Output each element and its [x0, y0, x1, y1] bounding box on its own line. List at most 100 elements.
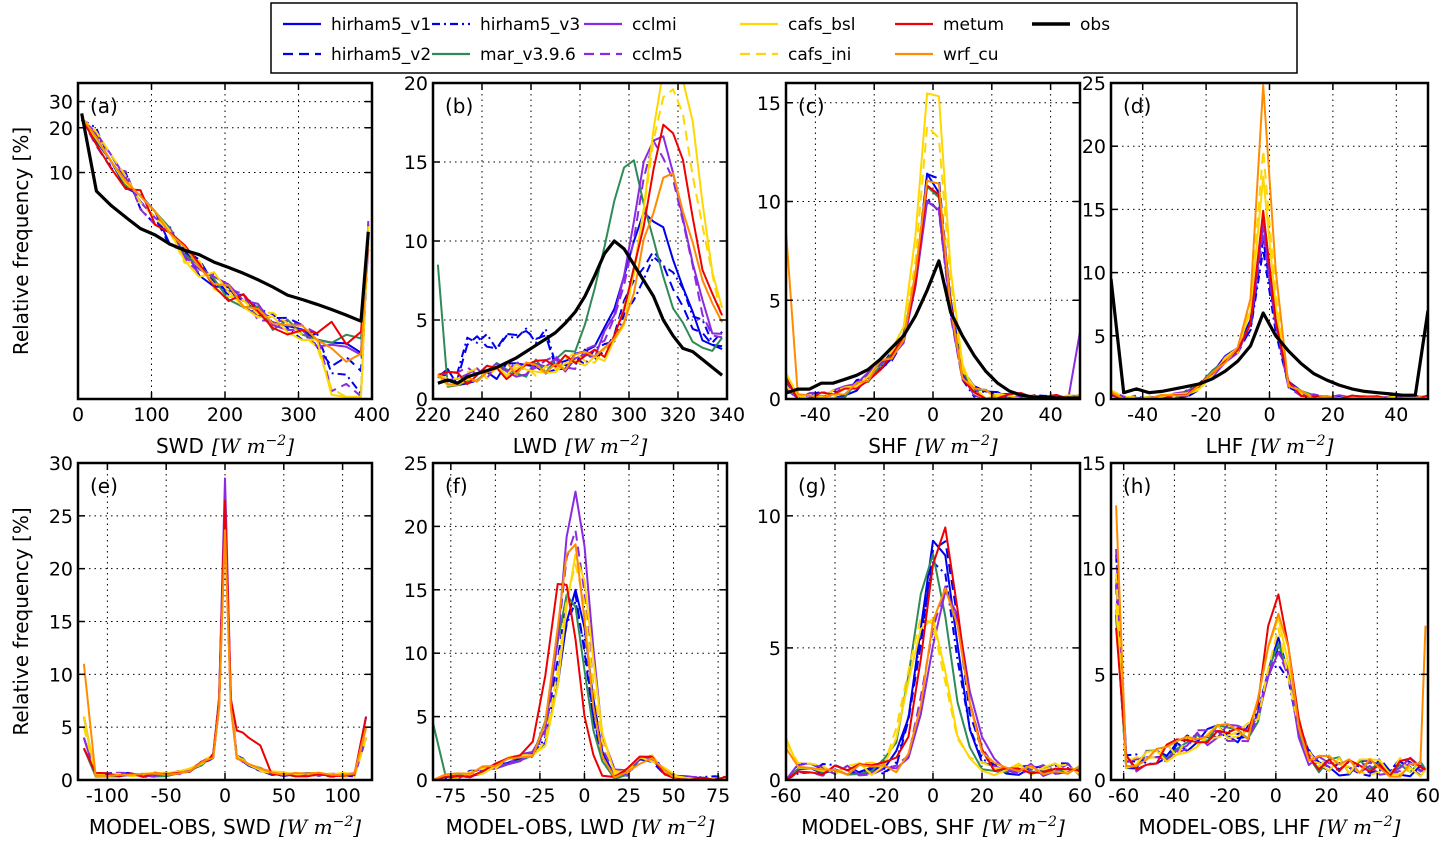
- y-tick-label: 15: [1082, 453, 1106, 475]
- panel-d: -40 -20 0 20 40 0 5 10 15 20 25 (d) LHF [W m−2]: [1082, 73, 1430, 458]
- panel-letter: (h): [1123, 474, 1151, 498]
- legend: hirham5_v1 hirham5_v2 hirham5_v3 mar_v3.9.6…: [270, 2, 1298, 74]
- grid: [786, 463, 1080, 780]
- panel-g: -60 -40 -20 0 20 40 60 0 5 10 (g) MODEL-OBS, SHF [W …: [757, 461, 1092, 839]
- x-axis-quantity: SWD: [156, 434, 204, 458]
- x-tick-label: 280: [562, 404, 598, 426]
- panel-letter: (f): [445, 474, 468, 498]
- x-axis-unit: [W m−2]: [212, 433, 294, 458]
- series-lines: [1115, 505, 1427, 778]
- y-tick-label: 20: [404, 516, 428, 538]
- y-tick-label: 5: [769, 638, 781, 660]
- legend-label-cclm5: cclm5: [632, 45, 683, 65]
- grid: [78, 463, 372, 780]
- x-axis-unit: [W m−2]: [1251, 433, 1333, 458]
- series-hirham5_v3: [1111, 249, 1428, 399]
- x-axis-unit: [W m−2]: [632, 814, 714, 839]
- y-tick-label: 10: [49, 664, 73, 686]
- y-tick-label: 20: [49, 559, 73, 581]
- x-tick-label: 0: [1270, 785, 1282, 807]
- axes-frame: [76, 81, 374, 401]
- x-tick-label: 40: [1019, 785, 1043, 807]
- x-tick-label: 300: [611, 404, 647, 426]
- series-lines: [436, 83, 724, 388]
- x-axis-unit: [W m−2]: [916, 433, 998, 458]
- legend-label-obs: obs: [1080, 15, 1110, 35]
- panel-letter: (e): [90, 474, 118, 498]
- grid: [786, 83, 1080, 399]
- panel-h: -60 -40 -20 0 20 40 60 0 5 10 15 (h) MODEL-OBS, LHF […: [1082, 453, 1440, 839]
- x-axis-label: MODEL-OBS, LHF [W m−2]: [1139, 814, 1401, 839]
- y-tick-label: 5: [61, 717, 73, 739]
- y-tick-label: 0: [1094, 389, 1106, 411]
- x-tick-label: 240: [464, 404, 500, 426]
- x-tick-label: 20: [970, 785, 994, 807]
- series-cafs_ini: [786, 616, 1080, 776]
- x-axis-label: LWD [W m−2]: [513, 433, 648, 458]
- x-axis-quantity: LHF: [1206, 434, 1244, 458]
- y-tick-label: 15: [49, 612, 73, 634]
- x-tick-label: -60: [1108, 785, 1139, 807]
- series-cclmi: [1115, 579, 1426, 776]
- panel-letter: (a): [90, 94, 118, 118]
- x-tick-label: 20: [980, 404, 1004, 426]
- panel-letter: (b): [445, 94, 473, 118]
- x-tick-label: 260: [513, 404, 549, 426]
- grid: [78, 83, 372, 399]
- series-mar_v3.9.6: [433, 593, 727, 780]
- series-hirham5_v3: [81, 118, 370, 395]
- y-tick-label: 15: [404, 152, 428, 174]
- x-tick-label: -75: [435, 785, 466, 807]
- x-tick-label: -50: [151, 785, 182, 807]
- y-tick-label: 20: [404, 73, 428, 95]
- series-lines: [1111, 84, 1428, 399]
- y-tick-label: 20: [1082, 136, 1106, 158]
- series-cafs_ini: [1115, 573, 1427, 777]
- x-tick-label: -25: [524, 785, 555, 807]
- x-tick-label: -20: [859, 404, 890, 426]
- x-tick-label: 50: [272, 785, 296, 807]
- series-metum: [80, 117, 370, 346]
- y-tick-label: 10: [757, 192, 781, 214]
- y-tick-label: 10: [1082, 263, 1106, 285]
- panel-e: -100 -50 0 50 100 0 5 10 15 20 25 30 (e) MODEL-OBS, S…: [9, 453, 374, 839]
- panel-letter: (d): [1123, 94, 1151, 118]
- series-metum: [786, 526, 1080, 780]
- x-tick-label: 20: [1314, 785, 1338, 807]
- series-hirham5_v2: [80, 119, 370, 372]
- x-axis-unit: [W m−2]: [983, 814, 1065, 839]
- panel-b: 220 240 260 280 300 320 340 0 5 10 15 20 (b) LWD [W m−…: [404, 73, 745, 458]
- grid: [433, 463, 727, 780]
- y-tick-label: 25: [1082, 73, 1106, 95]
- legend-label-cclmi: cclmi: [632, 15, 677, 35]
- series-obs: [80, 113, 370, 323]
- x-axis-label: SWD [W m−2]: [156, 433, 294, 458]
- x-tick-label: 100: [133, 404, 169, 426]
- x-tick-label: -40: [1127, 404, 1158, 426]
- legend-label-cafs_bsl: cafs_bsl: [788, 15, 855, 35]
- series-wrf_cu: [82, 529, 368, 777]
- legend-label-metum: metum: [943, 15, 1004, 35]
- y-tick-label: 25: [404, 453, 428, 475]
- y-tick-label: 10: [49, 163, 73, 185]
- series-obs: [437, 239, 724, 385]
- x-tick-label: -40: [800, 404, 831, 426]
- x-tick-label: 60: [1416, 785, 1440, 807]
- panel-f: -75 -50 -25 0 25 50 75 0 5 10 15 20 25 (f) MODEL-OBS, …: [404, 453, 730, 839]
- y-tick-label: 0: [61, 770, 73, 792]
- series-wrf_cu: [786, 587, 1080, 776]
- series-cafs_ini: [437, 88, 724, 380]
- y-tick-label: 10: [404, 643, 428, 665]
- series-wrf_cu: [1115, 505, 1427, 778]
- legend-label-hirham5_v3: hirham5_v3: [480, 15, 580, 35]
- y-tick-label: 15: [757, 93, 781, 115]
- series-cclmi: [81, 118, 370, 356]
- x-tick-label: -60: [770, 785, 801, 807]
- x-tick-label: 75: [706, 785, 730, 807]
- y-axis-label: Relative frequency [%]: [9, 507, 33, 735]
- x-tick-label: 40: [1384, 404, 1408, 426]
- series-obs: [1111, 278, 1428, 397]
- series-lines: [82, 477, 368, 778]
